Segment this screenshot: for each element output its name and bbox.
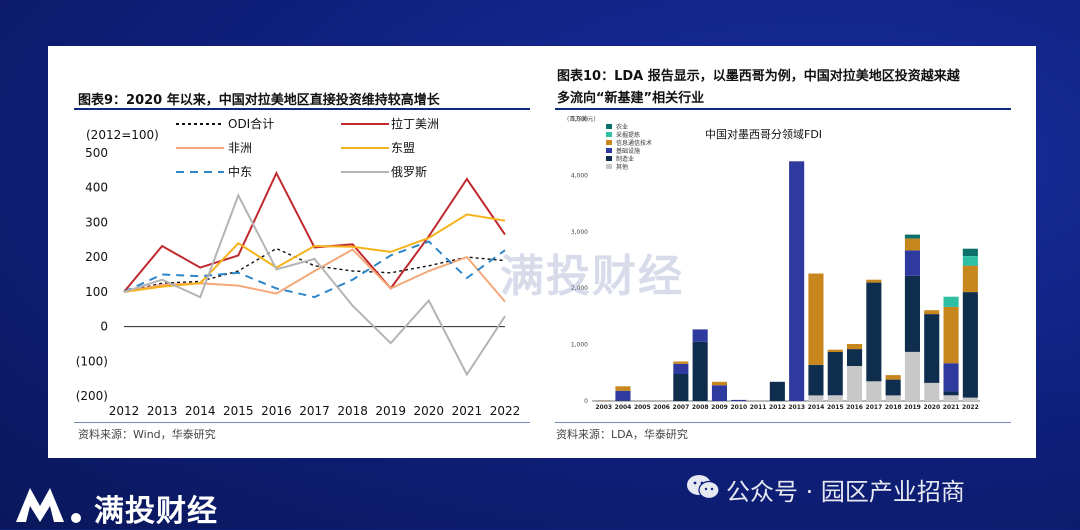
legend-label: 信息通信技术	[616, 139, 652, 147]
legend-label: 基础设施	[616, 147, 640, 155]
bar-segment-基础设施	[944, 363, 959, 391]
bar-segment-采掘提炼	[963, 256, 978, 266]
bar-segment-信息通信技术	[808, 274, 823, 365]
x-tick-label: 2015	[827, 404, 844, 411]
bar-segment-信息通信技术	[924, 310, 939, 314]
y-tick-label: 4,000	[571, 172, 588, 179]
bar-segment-制造业	[924, 314, 939, 383]
bar-segment-制造业	[828, 352, 843, 395]
x-tick-label: 2003	[595, 404, 612, 411]
bar-segment-信息通信技术	[712, 382, 727, 385]
bar-segment-制造业	[808, 365, 823, 396]
x-tick-label: 2010	[730, 404, 747, 411]
bar-segment-信息通信技术	[944, 307, 959, 363]
bar-segment-信息通信技术	[905, 239, 920, 251]
bar-segment-制造业	[847, 349, 862, 366]
bar-segment-信息通信技术	[615, 386, 630, 391]
bar-segment-基础设施	[693, 329, 708, 341]
x-tick-label: 2008	[692, 404, 709, 411]
bar-segment-制造业	[886, 380, 901, 396]
bar-segment-基础设施	[731, 400, 746, 401]
legend-swatch	[606, 132, 612, 137]
wechat-icon	[686, 473, 720, 501]
bar-segment-制造业	[673, 374, 688, 401]
bar-segment-其他	[828, 395, 843, 401]
bar-segment-信息通信技术	[828, 350, 843, 352]
x-tick-label: 2007	[673, 404, 690, 411]
footer-account: 公众号 · 园区产业招商	[726, 472, 965, 507]
x-tick-label: 2017	[866, 404, 883, 411]
x-tick-label: 2009	[711, 404, 728, 411]
bar-segment-基础设施	[905, 250, 920, 275]
bar-segment-采掘提炼	[944, 297, 959, 307]
x-tick-label: 2018	[885, 404, 902, 411]
watermark: 满投财经	[500, 240, 684, 304]
y-tick-label: 1,000	[571, 342, 588, 349]
x-tick-label: 2005	[634, 404, 651, 411]
y-tick-label: 0	[584, 398, 588, 405]
x-tick-label: 2019	[904, 404, 921, 411]
legend-label: 其他	[616, 163, 628, 171]
y-tick-label: 5,000	[571, 116, 588, 123]
bar-segment-信息通信技术	[673, 362, 688, 364]
bar-segment-农业	[905, 235, 920, 239]
footer-brand: 满投财经	[94, 486, 218, 530]
bar-segment-制造业	[963, 292, 978, 398]
bar-segment-基础设施	[789, 161, 804, 401]
bar-segment-其他	[866, 381, 881, 401]
legend-label: 农业	[616, 123, 628, 131]
bar-segment-制造业	[615, 400, 630, 401]
bar-segment-其他	[886, 395, 901, 401]
bar-segment-信息通信技术	[886, 375, 901, 380]
legend-swatch	[606, 148, 612, 153]
brand-logo-icon	[14, 482, 90, 524]
bar-segment-信息通信技术	[866, 280, 881, 283]
bar-segment-制造业	[905, 276, 920, 352]
bar-segment-其他	[944, 395, 959, 401]
x-tick-label: 2020	[923, 404, 940, 411]
bar-segment-其他	[808, 395, 823, 401]
x-tick-label: 2011	[750, 404, 767, 411]
x-tick-label: 2013	[788, 404, 805, 411]
legend-label: 制造业	[616, 155, 634, 163]
bar-segment-基础设施	[615, 391, 630, 401]
bar-segment-其他	[924, 383, 939, 401]
x-tick-label: 2012	[769, 404, 786, 411]
bar-segment-制造业	[944, 391, 959, 395]
x-tick-label: 2022	[962, 404, 979, 411]
bar-segment-其他	[905, 352, 920, 401]
bar-segment-其他	[963, 398, 978, 401]
x-tick-label: 2004	[615, 404, 632, 411]
bar-segment-信息通信技术	[847, 344, 862, 349]
chart-title: 中国对墨西哥分领域FDI	[705, 127, 822, 141]
bar-segment-其他	[847, 366, 862, 401]
bar-segment-信息通信技术	[963, 266, 978, 293]
x-tick-label: 2016	[846, 404, 863, 411]
bar-segment-制造业	[693, 342, 708, 401]
legend-swatch	[606, 140, 612, 145]
x-tick-label: 2021	[943, 404, 960, 411]
legend-swatch	[606, 124, 612, 129]
bar-segment-农业	[963, 249, 978, 256]
bar-segment-制造业	[770, 382, 785, 401]
legend-label: 采掘提炼	[616, 131, 640, 139]
legend-swatch	[606, 156, 612, 161]
x-tick-label: 2006	[653, 404, 670, 411]
bar-segment-制造业	[866, 283, 881, 382]
y-tick-label: 3,000	[571, 229, 588, 236]
bar-segment-基础设施	[673, 364, 688, 374]
x-tick-label: 2014	[808, 404, 825, 411]
legend-swatch	[606, 164, 612, 169]
bar-segment-基础设施	[712, 385, 727, 401]
